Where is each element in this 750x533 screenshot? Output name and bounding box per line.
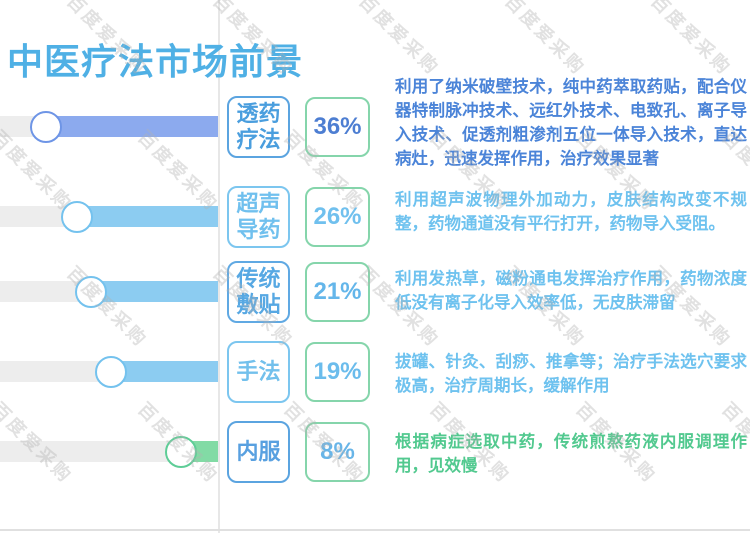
watermark-text: 百度爱采购	[355, 0, 444, 80]
percent-value: 19%	[313, 358, 362, 385]
chart-row: 内服 8% 根据病症选取中药，传统煎熬药液内服调理作用，见效慢	[0, 421, 750, 485]
slider-knob	[30, 111, 62, 143]
slider-knob	[95, 356, 127, 388]
category-label: 透药 疗法	[227, 96, 290, 158]
row-description: 利用了纳米破壁技术，纯中药萃取药贴，配合仪器特制脉冲技术、远红外技术、电致孔、离…	[395, 78, 747, 168]
chart-row: 手法 19% 拔罐、针灸、刮痧、推拿等；治疗手法选穴要求极高，治疗周期长，缓解作…	[0, 341, 750, 405]
row-description: 利用超声波物理外加动力，皮肤结构改变不规整，药物通道没有平行打开，药物导入受阻。	[395, 191, 747, 233]
vertical-divider	[218, 0, 220, 533]
category-label-text: 手法	[236, 359, 281, 384]
percent-badge: 8%	[305, 422, 370, 482]
watermark-text: 百度爱采购	[501, 0, 590, 80]
slider-fill	[45, 116, 218, 137]
category-label-text: 超声 导药	[236, 191, 281, 242]
slider-knob	[75, 276, 107, 308]
chart-row: 传统 敷贴 21% 利用发热草，磁粉通电发挥治疗作用，药物浓度低没有离子化导入效…	[0, 261, 750, 325]
percent-badge: 26%	[305, 187, 370, 247]
percent-value: 21%	[313, 278, 362, 305]
category-label: 超声 导药	[227, 186, 290, 248]
category-label-text: 透药 疗法	[236, 101, 281, 152]
slider-fill	[76, 206, 218, 227]
slider-knob	[165, 436, 197, 468]
percent-badge: 19%	[305, 342, 370, 402]
percent-value: 36%	[313, 113, 362, 140]
watermark-text: 百度爱采购	[647, 0, 736, 80]
bottom-divider	[0, 529, 750, 531]
percent-badge: 36%	[305, 97, 370, 157]
chart-row: 超声 导药 26% 利用超声波物理外加动力，皮肤结构改变不规整，药物通道没有平行…	[0, 186, 750, 250]
row-description: 拔罐、针灸、刮痧、推拿等；治疗手法选穴要求极高，治疗周期长，缓解作用	[395, 353, 747, 395]
category-label-text: 传统 敷贴	[236, 266, 281, 317]
category-label: 手法	[227, 341, 290, 403]
slider-track	[0, 281, 218, 302]
slider-fill	[90, 281, 218, 302]
row-description: 根据病症选取中药，传统煎熬药液内服调理作用，见效慢	[395, 433, 747, 475]
percent-value: 26%	[313, 203, 362, 230]
category-label-text: 内服	[236, 439, 281, 464]
percent-badge: 21%	[305, 262, 370, 322]
page-title: 中医疗法市场前景	[7, 41, 304, 82]
category-label: 内服	[227, 421, 290, 483]
chart-row: 透药 疗法 36% 利用了纳米破壁技术，纯中药萃取药贴，配合仪器特制脉冲技术、远…	[0, 78, 750, 168]
row-description: 利用发热草，磁粉通电发挥治疗作用，药物浓度低没有离子化导入效率低，无皮肤滞留	[395, 270, 747, 312]
slider-fill	[110, 361, 218, 382]
category-label: 传统 敷贴	[227, 261, 290, 323]
percent-value: 8%	[320, 438, 355, 465]
slider-knob	[61, 201, 93, 233]
slider-track	[0, 206, 218, 227]
